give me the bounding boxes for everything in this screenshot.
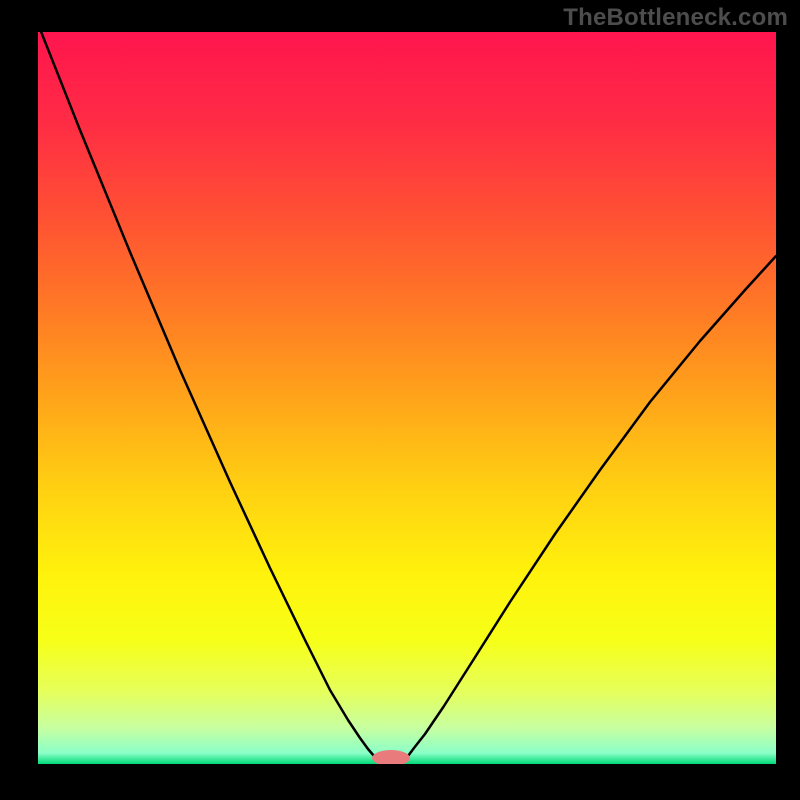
plot-svg (38, 32, 776, 764)
chart-frame: TheBottleneck.com (0, 0, 800, 800)
watermark-text: TheBottleneck.com (563, 4, 788, 32)
plot-background (38, 32, 776, 764)
plot-area (38, 32, 776, 764)
